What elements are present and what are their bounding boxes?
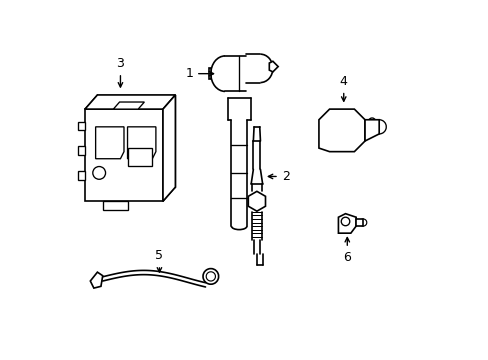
Polygon shape bbox=[364, 120, 378, 141]
Circle shape bbox=[341, 217, 349, 226]
Polygon shape bbox=[163, 95, 175, 201]
Polygon shape bbox=[338, 214, 355, 233]
Polygon shape bbox=[78, 146, 85, 155]
Text: 6: 6 bbox=[343, 238, 350, 264]
Text: 1: 1 bbox=[185, 67, 213, 80]
Bar bbox=[127, 148, 152, 166]
Text: 3: 3 bbox=[116, 57, 124, 87]
Circle shape bbox=[93, 167, 105, 179]
Text: 4: 4 bbox=[339, 75, 347, 101]
Polygon shape bbox=[85, 95, 175, 109]
Polygon shape bbox=[209, 68, 210, 79]
Polygon shape bbox=[355, 219, 363, 226]
Text: 2: 2 bbox=[268, 170, 289, 183]
Polygon shape bbox=[102, 201, 127, 210]
Polygon shape bbox=[127, 127, 156, 159]
Polygon shape bbox=[248, 192, 265, 211]
Polygon shape bbox=[90, 272, 102, 288]
Polygon shape bbox=[269, 61, 278, 72]
Polygon shape bbox=[318, 109, 364, 152]
Text: 5: 5 bbox=[155, 249, 163, 272]
Polygon shape bbox=[85, 109, 163, 201]
Polygon shape bbox=[96, 127, 124, 159]
Polygon shape bbox=[78, 122, 85, 130]
Polygon shape bbox=[113, 102, 144, 109]
Polygon shape bbox=[78, 171, 85, 180]
